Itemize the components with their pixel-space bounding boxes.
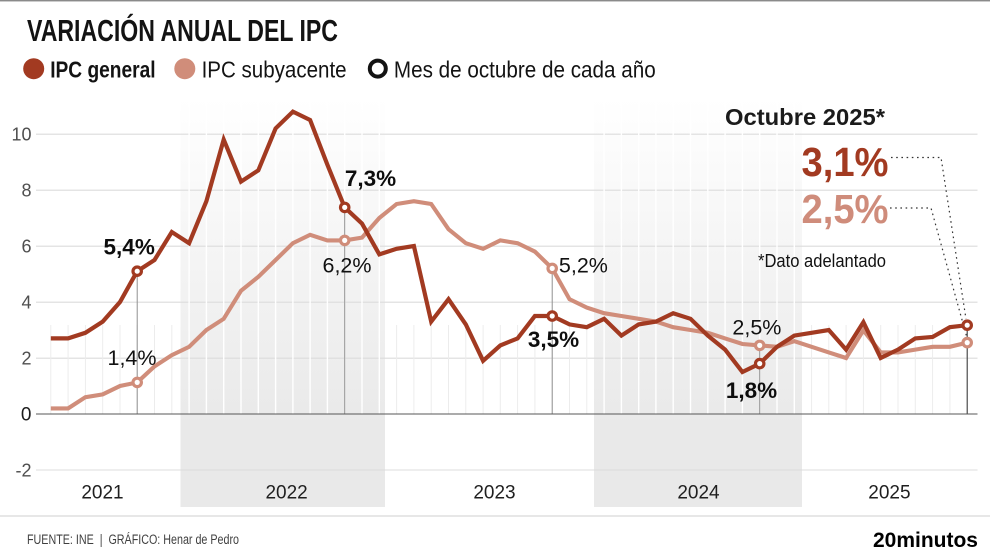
svg-text:2022: 2022 (265, 483, 307, 504)
svg-text:2024: 2024 (677, 483, 720, 504)
svg-text:6: 6 (21, 237, 31, 257)
svg-text:4: 4 (21, 293, 31, 313)
svg-text:20minutos: 20minutos (873, 529, 978, 552)
svg-text:3,1%: 3,1% (802, 139, 889, 185)
svg-text:2021: 2021 (81, 483, 123, 504)
svg-text:2,5%: 2,5% (802, 186, 889, 232)
svg-text:7,3%: 7,3% (345, 166, 396, 191)
svg-text:FUENTE: INE | GRÁFICO: Henar: FUENTE: INE | GRÁFICO: Henar de Pedro (27, 532, 239, 547)
svg-text:-2: -2 (15, 460, 31, 480)
svg-text:Mes de octubre de cada año: Mes de octubre de cada año (394, 57, 656, 83)
svg-text:2,5%: 2,5% (732, 316, 781, 340)
svg-text:2025: 2025 (868, 483, 910, 504)
svg-text:1,8%: 1,8% (726, 378, 777, 403)
svg-text:10: 10 (11, 125, 31, 145)
svg-text:2: 2 (21, 349, 31, 369)
svg-text:1,4%: 1,4% (107, 346, 156, 370)
svg-text:2023: 2023 (473, 483, 515, 504)
svg-text:*Dato adelantado: *Dato adelantado (758, 251, 886, 271)
svg-text:Octubre 2025*: Octubre 2025* (725, 104, 885, 130)
svg-text:IPC general: IPC general (50, 57, 155, 83)
svg-text:6,2%: 6,2% (322, 253, 371, 277)
svg-text:IPC subyacente: IPC subyacente (202, 57, 347, 83)
svg-text:5,2%: 5,2% (559, 253, 608, 277)
svg-text:8: 8 (21, 181, 31, 201)
svg-text:5,4%: 5,4% (104, 234, 155, 259)
svg-text:0: 0 (21, 405, 32, 426)
svg-text:VARIACIÓN ANUAL DEL IPC: VARIACIÓN ANUAL DEL IPC (27, 12, 338, 48)
svg-text:3,5%: 3,5% (528, 327, 579, 352)
